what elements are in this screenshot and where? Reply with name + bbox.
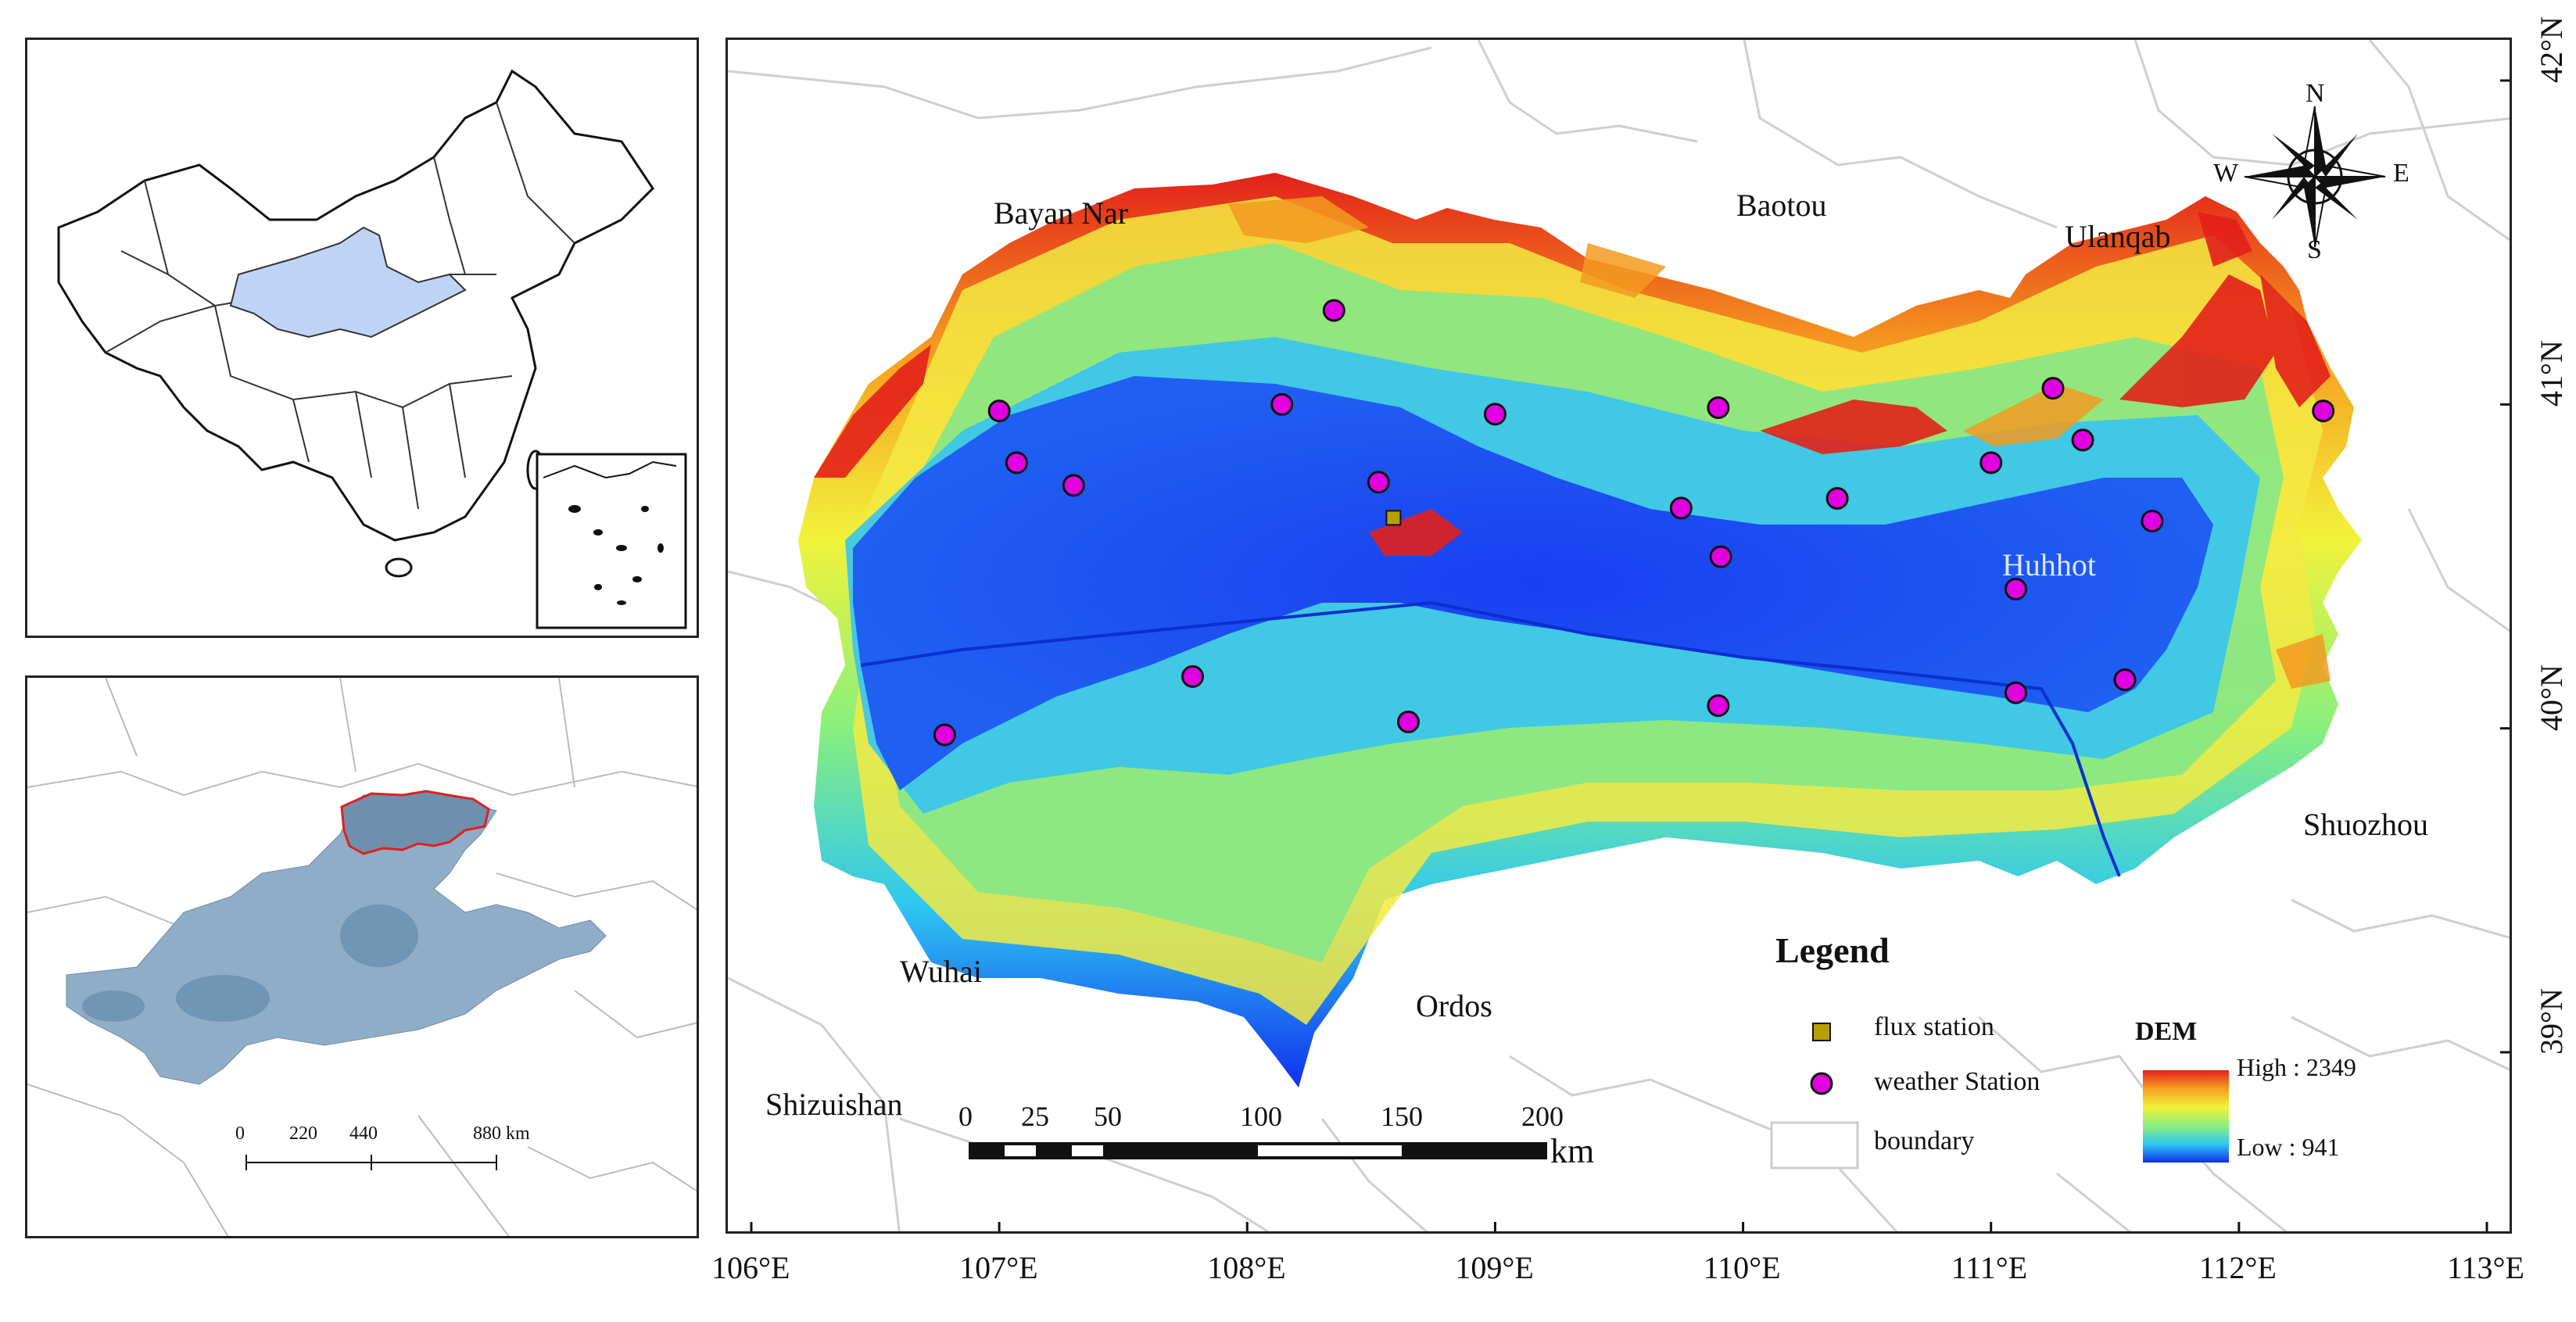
basin-scale-label-880: 880 km <box>473 1123 530 1144</box>
weather-station-12 <box>1979 451 2003 475</box>
basin-scale-label-440: 440 <box>349 1123 378 1144</box>
compass-e: E <box>2393 159 2409 188</box>
compass-s: S <box>2307 235 2322 264</box>
scale-label-25: 25 <box>1021 1101 1049 1132</box>
weather-station-1 <box>1322 299 1345 322</box>
weather-station-17 <box>2004 578 2027 601</box>
weather-station-5 <box>1707 396 1730 419</box>
weather-station-15 <box>1709 545 1732 568</box>
x-tick-label-3: 109°E <box>1455 1250 1534 1285</box>
study-area-outline <box>340 790 490 855</box>
scale-label-0: 0 <box>958 1101 973 1132</box>
city-shizuishan: Shizuishan <box>765 1087 903 1122</box>
x-tick-label-4: 110°E <box>1703 1250 1781 1285</box>
south-china-sea-inset <box>536 453 687 629</box>
weather-station-11 <box>2071 428 2094 452</box>
basin-scale-label-0: 0 <box>235 1123 245 1144</box>
scale-label-150: 150 <box>1381 1101 1423 1132</box>
legend-flux-label: flux station <box>1874 1012 1994 1041</box>
scale-label-50: 50 <box>1094 1101 1122 1132</box>
x-tick-label-1: 107°E <box>959 1250 1038 1285</box>
legend-symbols <box>1770 1023 2229 1170</box>
compass-n: N <box>2306 79 2325 108</box>
y-tick-label-2: 40°N <box>2533 664 2569 731</box>
yellow-river <box>860 600 2121 877</box>
yellow-river-basin-region <box>229 226 467 339</box>
y-tick-label-0: 42°N <box>2533 16 2569 83</box>
y-tick-label-1: 41°N <box>2533 340 2569 407</box>
basin-scale-label-220: 220 <box>289 1123 317 1144</box>
weather-station-13 <box>1669 496 1693 520</box>
legend-dem-high: High : 2349 <box>2237 1053 2356 1081</box>
basin-shape <box>66 794 607 1085</box>
city-baotou: Baotou <box>1736 188 1827 223</box>
weather-station-4 <box>1483 403 1507 426</box>
city-wuhai: Wuhai <box>900 954 983 989</box>
weather-station-21 <box>1396 710 1420 733</box>
weather-station-23 <box>933 723 956 747</box>
city-bayan-nar: Bayan Nar <box>994 195 1129 231</box>
weather-station-2 <box>987 399 1011 423</box>
scale-label-100: 100 <box>1240 1101 1282 1132</box>
main-dem-map: Bayan Nar Baotou Ulanqab Huhhot Shuozhou… <box>726 38 2512 1234</box>
y-tick-label-3: 39°N <box>2533 988 2569 1055</box>
legend-dem-low: Low : 941 <box>2237 1133 2340 1161</box>
city-huhhot: Huhhot <box>2002 547 2096 582</box>
hetao-plain-lowland <box>853 376 2213 790</box>
main-scale-bar <box>969 1142 1547 1159</box>
scale-label-200: 200 <box>1521 1101 1564 1132</box>
weather-station-18 <box>1181 665 1205 688</box>
x-tick-label-6: 112°E <box>2198 1250 2277 1285</box>
weather-station-3 <box>1270 392 1294 416</box>
china-overview-map <box>25 38 699 638</box>
x-tick-label-0: 106°E <box>711 1250 790 1285</box>
weather-station-7 <box>2312 399 2335 423</box>
legend-dem-title: DEM <box>2135 1017 2198 1046</box>
city-ordos: Ordos <box>1416 988 1492 1023</box>
x-tick-label-2: 108°E <box>1207 1250 1286 1285</box>
legend-weather-label: weather Station <box>1874 1067 2040 1096</box>
weather-station-22 <box>1707 694 1730 718</box>
weather-station-6 <box>2041 377 2065 400</box>
weather-station-10 <box>1367 471 1390 494</box>
city-shuozhou: Shuozhou <box>2303 807 2428 842</box>
x-tick-label-7: 113°E <box>2447 1250 2524 1285</box>
weather-station-8 <box>1005 451 1028 475</box>
weather-station-14 <box>1825 486 1849 510</box>
compass-rose <box>2244 106 2386 248</box>
weather-station-9 <box>1062 474 1085 497</box>
x-tick-label-5: 111°E <box>1951 1250 2028 1285</box>
city-ulanqab: Ulanqab <box>2065 219 2171 254</box>
weather-station-16 <box>2141 509 2164 532</box>
legend-title: Legend <box>1775 930 1890 970</box>
weather-station-20 <box>2113 668 2137 692</box>
weather-station-19 <box>2004 681 2027 704</box>
flux-station-1 <box>1385 510 1402 526</box>
compass-w: W <box>2213 159 2239 188</box>
yellow-river-basin-map: 0 220 440 880 km <box>25 675 699 1238</box>
legend-boundary-label: boundary <box>1874 1127 1975 1155</box>
scale-unit: km <box>1550 1132 1595 1170</box>
